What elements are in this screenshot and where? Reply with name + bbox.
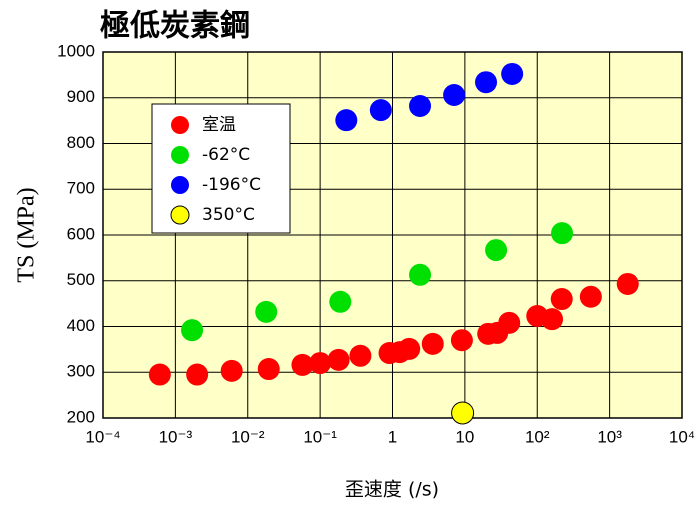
data-point	[579, 285, 602, 308]
legend-marker	[171, 176, 189, 194]
data-point	[220, 359, 243, 382]
x-tick-label: 10	[455, 427, 474, 446]
legend-label: -196°C	[202, 175, 261, 195]
data-point	[616, 272, 639, 295]
data-point	[329, 290, 352, 313]
data-point	[451, 401, 475, 425]
legend-marker	[171, 116, 189, 134]
y-tick-label: 200	[67, 407, 95, 426]
x-tick-label: 10³	[597, 427, 622, 446]
data-point	[409, 263, 432, 286]
x-tick-label: 10⁴	[669, 427, 695, 446]
x-tick-label: 10²	[525, 427, 550, 446]
y-tick-label: 800	[67, 133, 95, 152]
data-point	[257, 358, 280, 381]
data-point	[498, 311, 521, 334]
legend-marker	[170, 205, 190, 225]
y-tick-label: 400	[67, 316, 95, 335]
x-tick-label: 10⁻⁴	[85, 427, 120, 446]
plot-border	[102, 51, 683, 419]
x-tick-label: 10⁻³	[159, 427, 193, 446]
y-tick-label: 900	[67, 87, 95, 106]
data-point	[369, 99, 392, 122]
x-axis-label: 歪速度 (/s)	[345, 479, 439, 501]
data-point	[550, 288, 573, 311]
x-tick-label: 10⁻²	[231, 427, 265, 446]
legend-label: -62°C	[202, 145, 250, 165]
data-point	[475, 71, 498, 94]
data-point	[327, 348, 350, 371]
data-point	[450, 329, 473, 352]
y-tick-label: 300	[67, 362, 95, 381]
x-tick-label: 10⁻¹	[303, 427, 337, 446]
y-tick-label: 600	[67, 224, 95, 243]
data-point	[291, 353, 314, 376]
data-point	[335, 109, 358, 132]
data-point	[181, 319, 204, 342]
data-point	[501, 62, 524, 85]
y-tick-label: 500	[67, 270, 95, 289]
data-point	[186, 363, 209, 386]
legend-label: 350°C	[202, 205, 255, 225]
data-point	[309, 352, 332, 375]
y-axis-label: TS (MPa)	[14, 187, 40, 282]
data-point	[255, 300, 278, 323]
data-point	[349, 344, 372, 367]
data-point	[148, 363, 171, 386]
data-point	[541, 308, 564, 331]
legend-label: 室温	[202, 115, 236, 135]
data-point	[551, 222, 574, 245]
data-point	[398, 337, 421, 360]
chart-title: 極低炭素鋼	[100, 9, 250, 44]
legend-marker	[171, 146, 189, 164]
data-point	[421, 332, 444, 355]
data-point	[409, 94, 432, 117]
y-tick-label: 1000	[57, 41, 95, 60]
y-tick-label: 700	[67, 179, 95, 198]
data-point	[485, 239, 508, 262]
x-tick-label: 1	[388, 427, 397, 446]
data-point	[443, 84, 466, 107]
